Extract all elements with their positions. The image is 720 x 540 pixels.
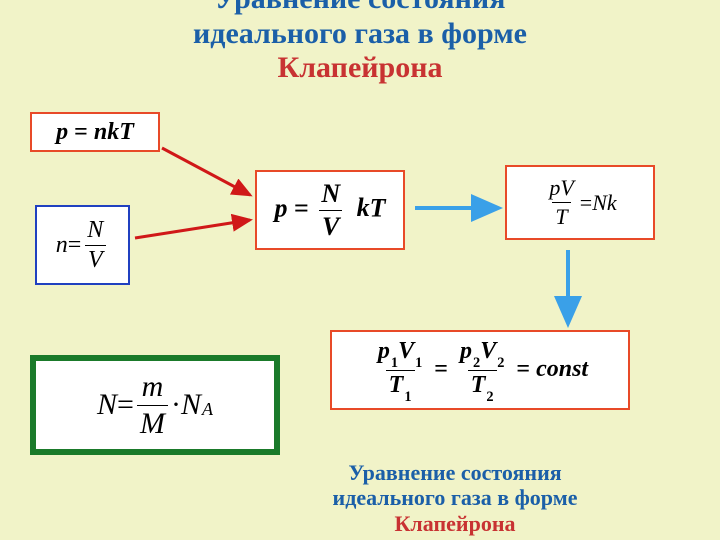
math-clapeyron: p1V1 T1 = p2V2 T2 = const: [372, 338, 588, 403]
math-NmMNA: N = m M · NA: [97, 370, 213, 441]
math-pNVkT: p = N V kT: [275, 179, 386, 242]
formula-p-equals-nkT: p = nkT: [30, 112, 160, 152]
subtitle-line2: идеального газа в форме: [333, 485, 578, 510]
title-keyword: Клапейрона: [277, 51, 442, 84]
subtitle-keyword: Клапейрона: [394, 511, 515, 536]
slide-subtitle: Уравнение состояния идеального газа в фо…: [235, 460, 675, 536]
math-nNV: n = N V: [56, 217, 110, 274]
formula-clapeyron: p1V1 T1 = p2V2 T2 = const: [330, 330, 630, 410]
subtitle-line1: Уравнение состояния: [348, 460, 561, 485]
slide-title: Уравнение состояния идеального газа в фо…: [0, 0, 720, 86]
math-pVTNk: pV T = Nk: [543, 175, 616, 230]
math-pnkT: p = nkT: [56, 119, 134, 146]
formula-p-equals-NoverV-kT: p = N V kT: [255, 170, 405, 250]
title-line2: идеального газа в форме: [193, 17, 527, 50]
formula-pV-over-T-equals-Nk: pV T = Nk: [505, 165, 655, 240]
formula-N-equals-m-over-M-NA: N = m M · NA: [30, 355, 280, 455]
title-line1: Уравнение состояния: [215, 0, 506, 15]
formula-n-equals-N-over-V: n = N V: [35, 205, 130, 285]
